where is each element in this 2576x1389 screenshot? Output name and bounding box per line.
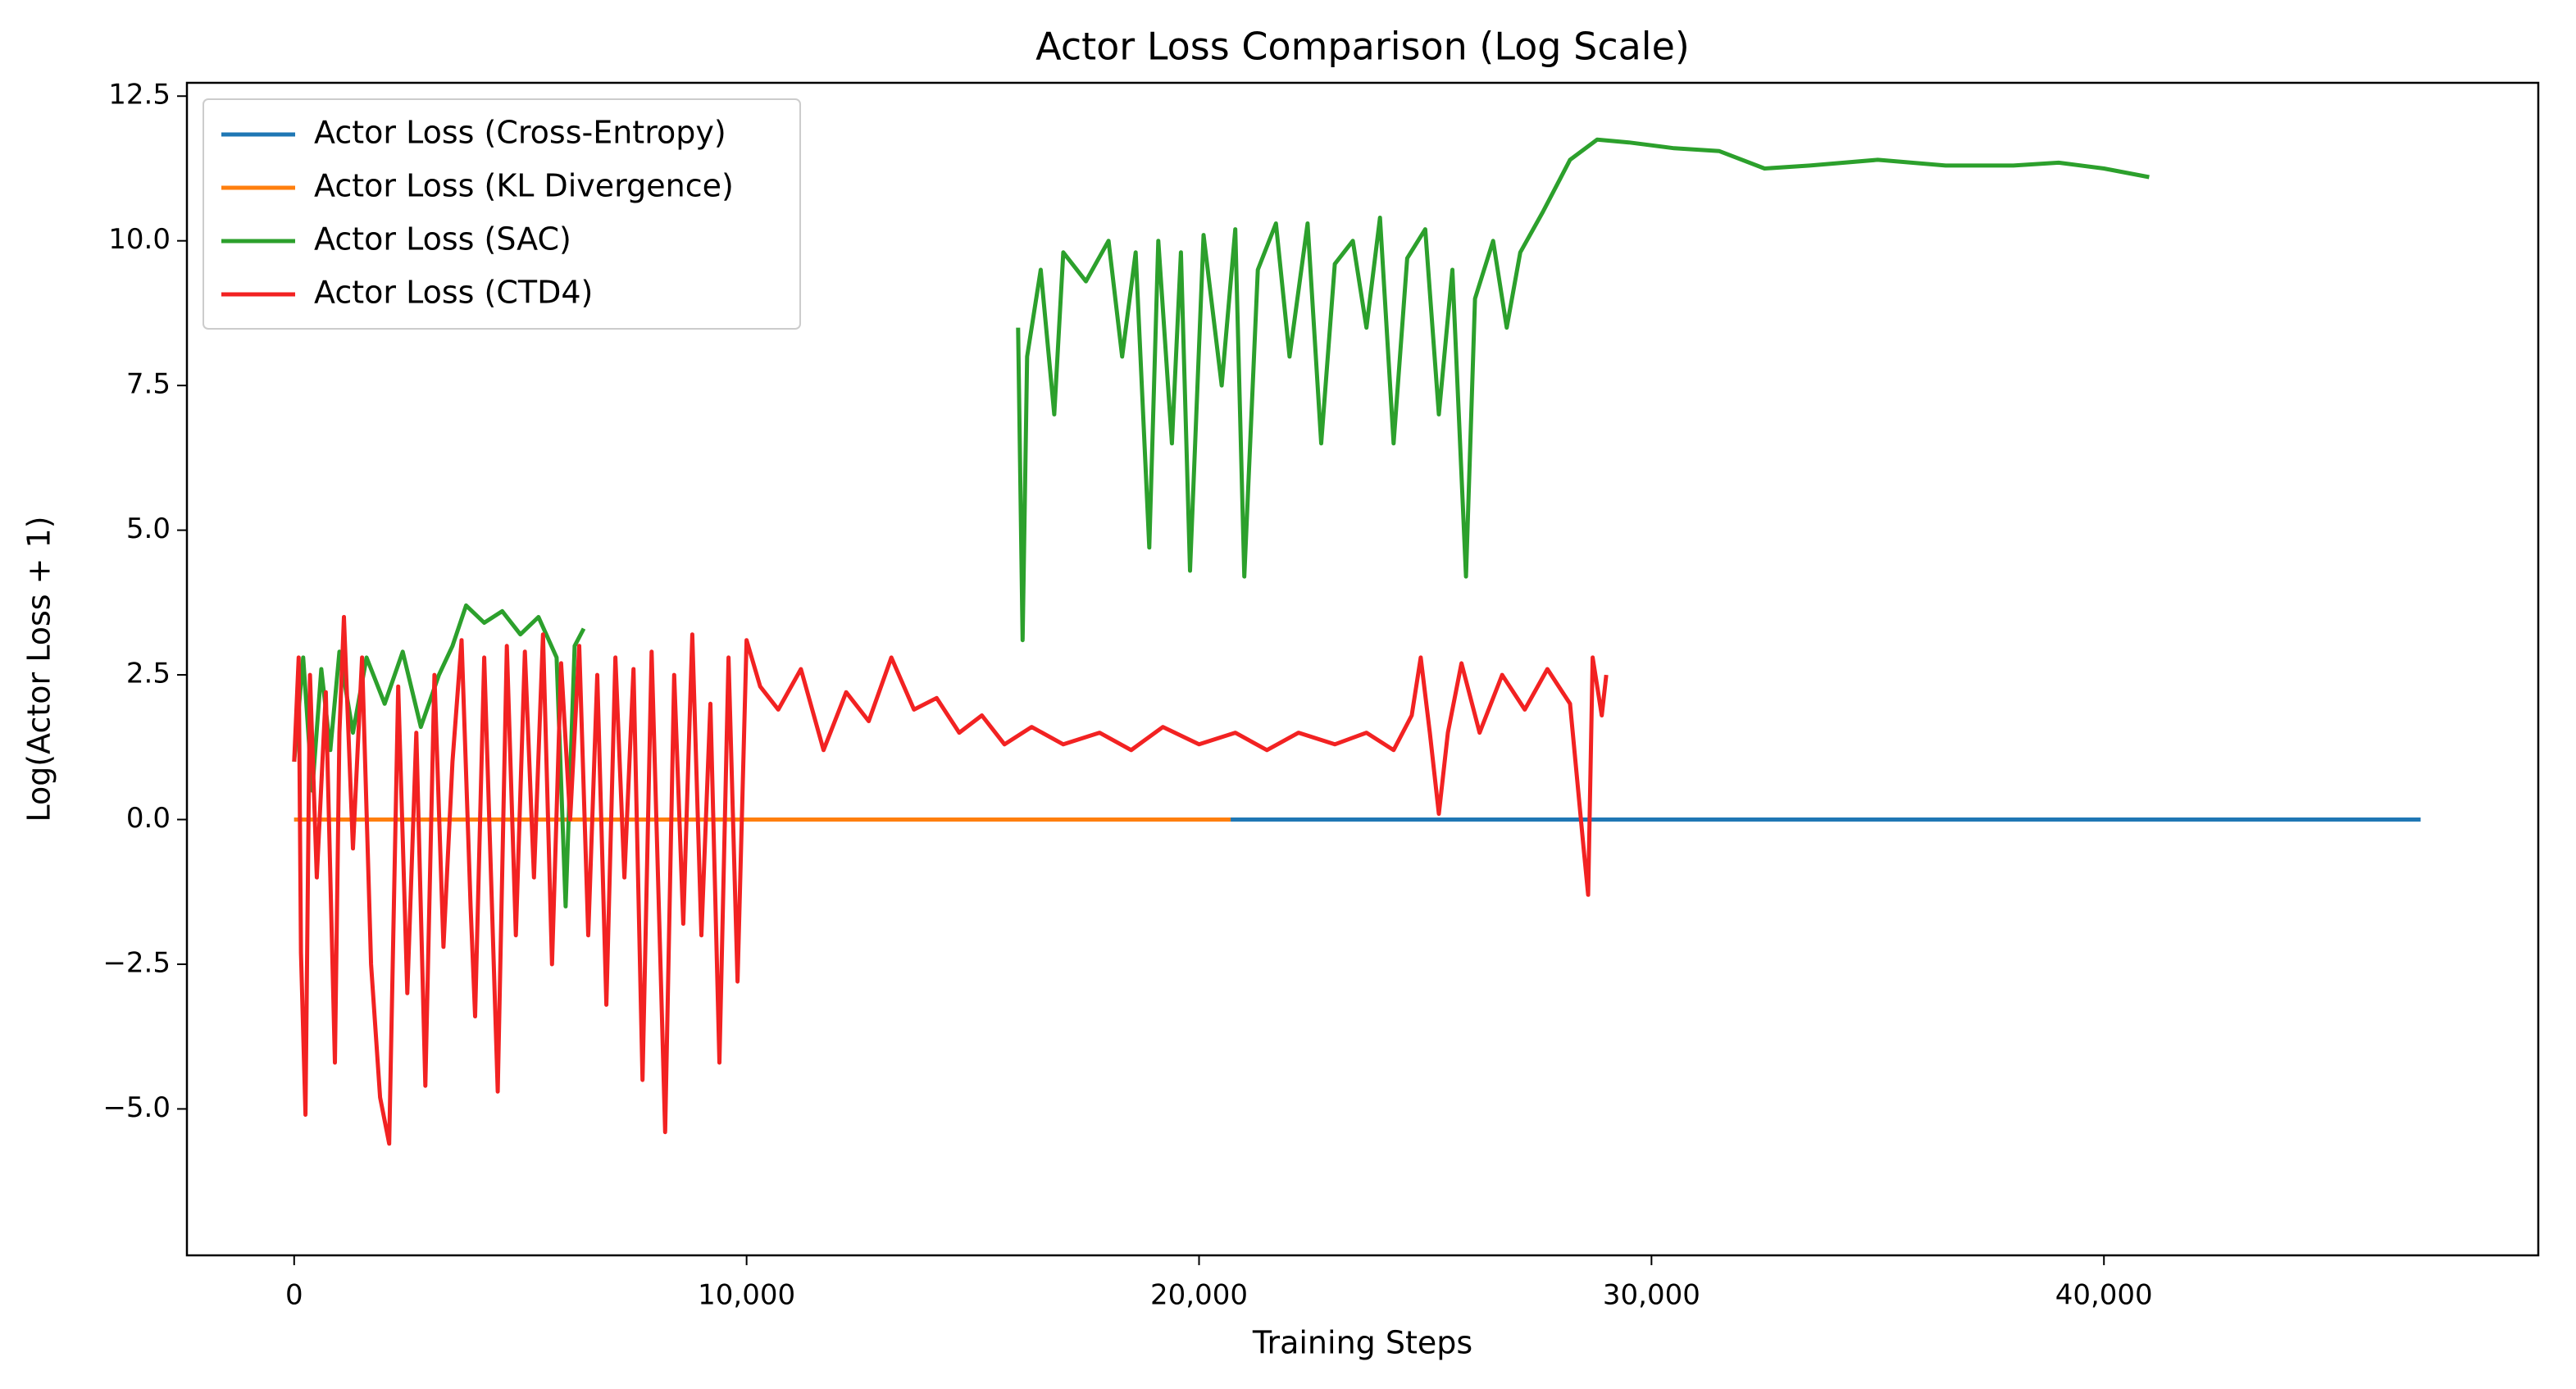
x-tick-label: 40,000: [2055, 1279, 2153, 1312]
y-tick-label: 0.0: [126, 802, 171, 835]
y-tick-label: 7.5: [126, 368, 171, 401]
series-line: [292, 615, 1609, 1146]
x-tick-label: 10,000: [698, 1279, 795, 1312]
legend-box: [203, 98, 801, 330]
y-tick-label: 12.5: [108, 79, 171, 112]
y-tick-label: 5.0: [126, 512, 171, 545]
y-tick-label: −5.0: [102, 1091, 171, 1124]
y-tick-label: 10.0: [108, 223, 171, 256]
y-tick-label: 2.5: [126, 658, 171, 690]
x-tick-label: 30,000: [1603, 1279, 1700, 1312]
chart-title: Actor Loss Comparison (Log Scale): [1035, 25, 1690, 69]
x-tick-label: 0: [285, 1279, 303, 1312]
y-tick-label: −2.5: [102, 946, 171, 979]
x-axis-label: Training Steps: [1252, 1325, 1472, 1361]
plot-frame: [185, 81, 2540, 1257]
legend-label: Actor Loss (KL Divergence): [314, 168, 734, 204]
legend-label: Actor Loss (CTD4): [314, 275, 593, 311]
legend-label: Actor Loss (Cross-Entropy): [314, 115, 726, 151]
x-tick-label: 20,000: [1150, 1279, 1248, 1312]
legend-label: Actor Loss (SAC): [314, 221, 571, 257]
y-axis-label: Log(Actor Loss + 1): [21, 516, 57, 822]
